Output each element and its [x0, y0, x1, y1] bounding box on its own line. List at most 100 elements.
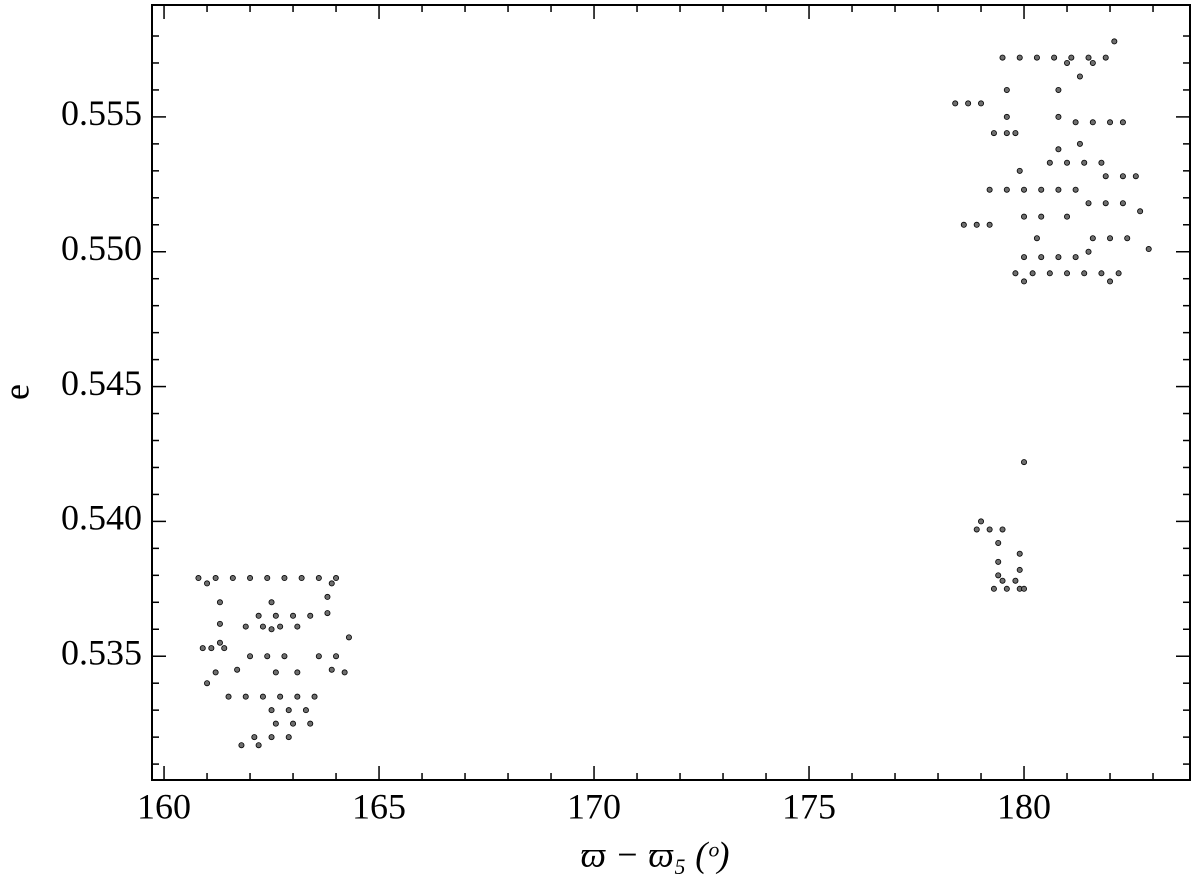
point: [251, 734, 258, 741]
point: [1055, 186, 1062, 193]
point: [238, 742, 245, 749]
point: [294, 693, 301, 700]
x-tick-label: 160: [137, 786, 191, 826]
point: [259, 623, 266, 630]
point: [216, 599, 223, 606]
point: [1115, 270, 1122, 277]
point: [204, 580, 211, 587]
point: [999, 577, 1006, 584]
point: [277, 623, 284, 630]
point: [1111, 38, 1118, 45]
point: [1072, 186, 1079, 193]
point: [1119, 173, 1126, 180]
point: [277, 693, 284, 700]
point: [1072, 254, 1079, 261]
point: [1012, 270, 1019, 277]
point: [999, 526, 1006, 533]
point: [268, 707, 275, 714]
point: [1016, 550, 1023, 557]
point: [247, 653, 254, 660]
point: [272, 612, 279, 619]
point: [268, 599, 275, 606]
y-tick-label: 0.545: [61, 363, 142, 403]
point: [1107, 278, 1114, 285]
point: [1046, 270, 1053, 277]
point: [1046, 159, 1053, 166]
point: [328, 580, 335, 587]
point: [995, 539, 1002, 546]
point: [268, 734, 275, 741]
point: [978, 100, 985, 107]
point: [199, 645, 206, 652]
point: [195, 575, 202, 582]
point: [1033, 54, 1040, 61]
point: [990, 585, 997, 592]
point: [242, 623, 249, 630]
point: [973, 526, 980, 533]
point: [204, 680, 211, 687]
point: [212, 575, 219, 582]
point: [1021, 459, 1028, 466]
point: [259, 693, 266, 700]
point: [268, 626, 275, 633]
point: [1119, 119, 1126, 126]
point: [986, 221, 993, 228]
point: [1055, 86, 1062, 93]
point: [281, 575, 288, 582]
point: [281, 653, 288, 660]
point: [212, 669, 219, 676]
point: [208, 645, 215, 652]
point: [960, 221, 967, 228]
point: [324, 610, 331, 617]
y-tick-label: 0.540: [61, 498, 142, 538]
point: [1033, 235, 1040, 242]
point: [294, 623, 301, 630]
point: [995, 572, 1002, 579]
point: [1137, 208, 1144, 215]
y-tick-label: 0.555: [61, 93, 142, 133]
point: [986, 526, 993, 533]
point: [990, 130, 997, 137]
point: [1145, 246, 1152, 253]
point: [272, 669, 279, 676]
point: [345, 634, 352, 641]
point: [1085, 54, 1092, 61]
point: [1012, 577, 1019, 584]
point: [1029, 270, 1036, 277]
point: [1132, 173, 1139, 180]
point: [1038, 186, 1045, 193]
point: [1089, 119, 1096, 126]
point: [311, 693, 318, 700]
point: [1085, 248, 1092, 255]
point: [1012, 130, 1019, 137]
point: [1051, 54, 1058, 61]
point: [298, 575, 305, 582]
point: [290, 720, 297, 727]
x-tick-label: 175: [782, 786, 836, 826]
point: [333, 575, 340, 582]
point: [1021, 186, 1028, 193]
plot-frame: [151, 4, 1191, 781]
point: [315, 575, 322, 582]
point: [307, 720, 314, 727]
point: [1076, 73, 1083, 80]
x-tick-label: 170: [567, 786, 621, 826]
y-axis-label: e: [0, 384, 36, 400]
point: [1081, 159, 1088, 166]
point: [1055, 254, 1062, 261]
point: [285, 734, 292, 741]
point: [1081, 270, 1088, 277]
point: [290, 612, 297, 619]
point: [1107, 119, 1114, 126]
point: [965, 100, 972, 107]
x-tick-label: 165: [352, 786, 406, 826]
point: [1021, 278, 1028, 285]
point: [1085, 200, 1092, 207]
point: [221, 645, 228, 652]
point: [225, 693, 232, 700]
point: [1038, 254, 1045, 261]
point: [247, 575, 254, 582]
point: [1072, 119, 1079, 126]
point: [1003, 186, 1010, 193]
point: [1064, 59, 1071, 66]
